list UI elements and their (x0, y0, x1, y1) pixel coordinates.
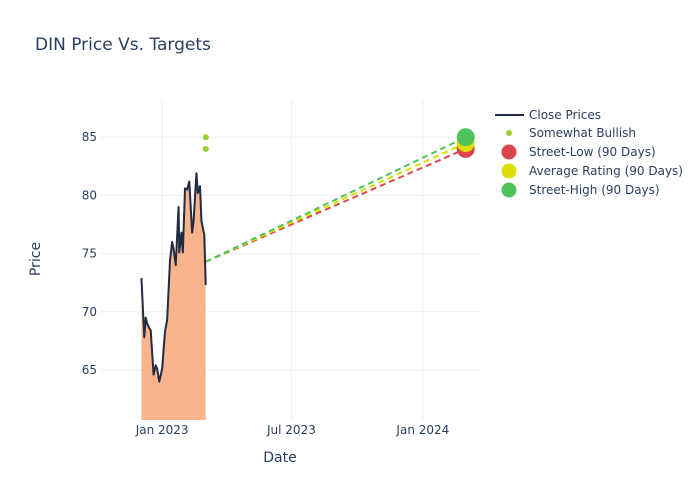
legend-label: Somewhat Bullish (529, 126, 636, 140)
gridlines (100, 100, 480, 420)
x-tick-label: Jan 2023 (135, 423, 189, 437)
close-price-line (140, 172, 207, 383)
target-trend-line (205, 147, 467, 263)
close-price-area (141, 173, 206, 420)
legend-label: Average Rating (90 Days) (529, 164, 683, 178)
axis-ticks: 65 70 75 80 85 Jan 2023 Jul 2023 Jan 2024 (82, 130, 450, 437)
y-tick-label: 80 (82, 188, 97, 202)
legend-dot-icon (506, 130, 512, 136)
target-trend-line (205, 142, 467, 263)
chart-title: DIN Price Vs. Targets (35, 35, 211, 55)
legend-circle-icon (501, 182, 517, 198)
legend-label: Close Prices (529, 108, 601, 122)
legend-circle-icon (501, 163, 517, 179)
x-axis-label: Date (263, 450, 296, 466)
plot-area[interactable] (140, 128, 475, 420)
legend-label: Street-High (90 Days) (529, 183, 660, 197)
y-tick-label: 70 (82, 305, 97, 319)
y-tick-label: 85 (82, 130, 97, 144)
somewhat-bullish-point (202, 145, 209, 152)
x-tick-label: Jul 2023 (266, 423, 316, 437)
y-tick-label: 75 (82, 247, 97, 261)
y-tick-label: 65 (82, 363, 97, 377)
y-axis-label: Price (28, 242, 44, 276)
target-point (456, 128, 475, 147)
legend[interactable]: Close Prices Somewhat Bullish Street-Low (… (495, 108, 683, 198)
legend-label: Street-Low (90 Days) (529, 145, 656, 159)
target-trend-line (205, 136, 467, 263)
legend-circle-icon (501, 144, 517, 160)
somewhat-bullish-point (202, 134, 209, 141)
x-tick-label: Jan 2024 (395, 423, 449, 437)
